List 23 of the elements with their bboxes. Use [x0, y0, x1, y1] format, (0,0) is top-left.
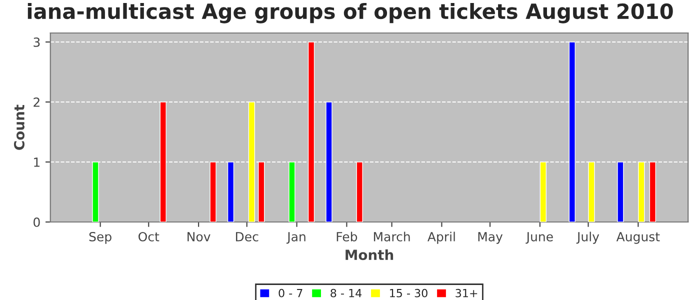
- x-tick-label: Feb: [336, 232, 358, 242]
- x-axis-title: Month: [346, 249, 394, 260]
- x-tick-label: March: [374, 232, 410, 242]
- x-tick-label: June: [526, 232, 553, 244]
- y-tick-label: 1: [34, 158, 40, 167]
- legend-label: 8 - 14: [330, 288, 362, 298]
- x-tick-label: Dec: [236, 232, 258, 242]
- y-tick-label: 2: [34, 97, 40, 107]
- x-tick-label: Nov: [188, 232, 210, 242]
- x-tick-label: Oct: [138, 232, 160, 242]
- legend-label: 31+: [456, 288, 478, 298]
- x-tick-label: May: [478, 232, 503, 244]
- x-tick-label: Sep: [89, 232, 112, 244]
- x-tick-label: April: [428, 232, 455, 244]
- x-tick-label: August: [616, 232, 660, 244]
- y-tick-label: 0: [34, 217, 40, 227]
- x-tick-label: Jan: [286, 232, 306, 244]
- legend-label: 0 - 7: [278, 288, 302, 298]
- y-axis-title: Count: [14, 104, 24, 150]
- chart-title: iana-multicast Age groups of open tickets August 2010: [28, 3, 673, 24]
- legend-label: 15 - 30: [390, 288, 428, 298]
- y-tick-label: 3: [34, 37, 40, 47]
- x-tick-label: July: [576, 232, 600, 244]
